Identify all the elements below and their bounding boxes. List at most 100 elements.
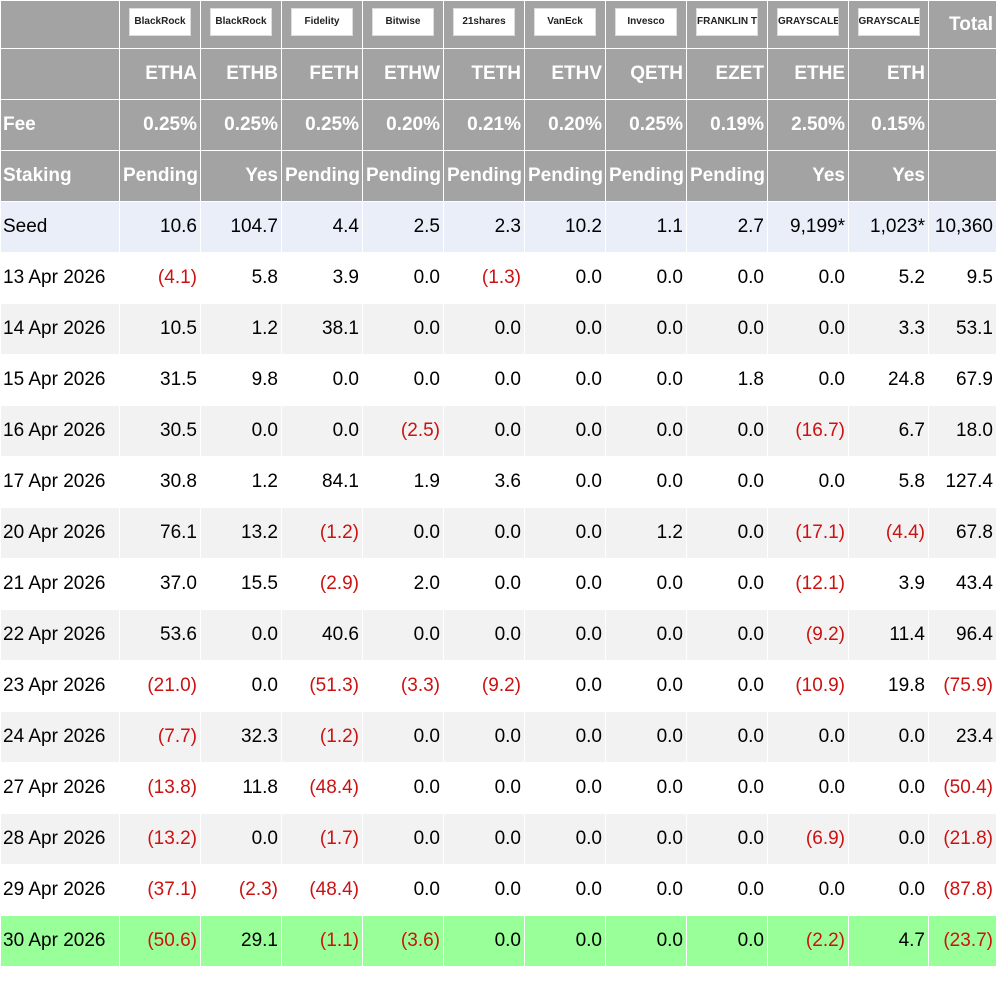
flow-value: 0.0 [605, 252, 687, 304]
flow-value: 0.0 [686, 456, 768, 508]
flow-value: (13.2) [119, 813, 201, 865]
flow-value: (1.7) [281, 813, 363, 865]
flow-value: 4.4 [281, 201, 363, 253]
flow-value: (21.0) [119, 660, 201, 712]
flow-value: 10.6 [119, 201, 201, 253]
flow-value: 0.0 [443, 915, 525, 967]
ticker: ETHB [200, 48, 282, 100]
flow-value: 0.0 [362, 609, 444, 661]
flow-value: 29.1 [200, 915, 282, 967]
flow-value: 10,360 [928, 201, 996, 253]
logo-cell: VanEck [524, 0, 606, 49]
flow-value: 3.3 [848, 303, 929, 355]
staking-value: Pending [686, 150, 768, 202]
total-header: Total [928, 0, 996, 49]
issuer-logo: VanEck [534, 7, 596, 36]
flow-value: 104.7 [200, 201, 282, 253]
logo-cell: BlackRock [200, 0, 282, 49]
row-label: 28 Apr 2026 [0, 813, 120, 865]
flow-value: 0.0 [200, 405, 282, 457]
issuer-logo: FRANKLIN TEMPLETON [696, 7, 758, 36]
staking-value: Pending [119, 150, 201, 202]
flow-value: 0.0 [605, 456, 687, 508]
issuer-logo: Invesco [615, 7, 677, 36]
flow-value: 96.4 [928, 609, 996, 661]
flow-value: 0.0 [686, 405, 768, 457]
flow-value: 0.0 [686, 864, 768, 916]
row-label: 27 Apr 2026 [0, 762, 120, 814]
flow-value: (48.4) [281, 762, 363, 814]
flow-value: 6.7 [848, 405, 929, 457]
flow-value: (6.9) [767, 813, 849, 865]
flow-value: 0.0 [443, 813, 525, 865]
empty-cell [928, 99, 996, 151]
flow-value: (3.3) [362, 660, 444, 712]
flow-value: 2.3 [443, 201, 525, 253]
logo-cell: 21shares [443, 0, 525, 49]
fee-value: 0.15% [848, 99, 929, 151]
flow-value: 0.0 [605, 660, 687, 712]
flow-value: 0.0 [848, 711, 929, 763]
row-label: 29 Apr 2026 [0, 864, 120, 916]
row-label: Staking [0, 150, 120, 202]
flow-value: 0.0 [848, 762, 929, 814]
flow-value: 0.0 [605, 303, 687, 355]
logo-cell: Fidelity [281, 0, 363, 49]
flow-value: 0.0 [524, 456, 606, 508]
row-label: 23 Apr 2026 [0, 660, 120, 712]
fee-value: 0.21% [443, 99, 525, 151]
ticker: ETHW [362, 48, 444, 100]
flow-value: 0.0 [362, 303, 444, 355]
flow-value: 3.9 [848, 558, 929, 610]
flow-value: 0.0 [767, 864, 849, 916]
flow-value: (75.9) [928, 660, 996, 712]
row-label: 20 Apr 2026 [0, 507, 120, 559]
flow-value: 53.6 [119, 609, 201, 661]
flow-value: 0.0 [362, 864, 444, 916]
data-row: 15 Apr 2026 31.5 9.8 0.0 0.0 0.0 0.0 0.0 1.8 0.0 2… [0, 354, 996, 406]
flow-value: 0.0 [443, 864, 525, 916]
row-label: 17 Apr 2026 [0, 456, 120, 508]
flow-value: 0.0 [686, 813, 768, 865]
flow-value: 1,023* [848, 201, 929, 253]
data-row: 17 Apr 2026 30.8 1.2 84.1 1.9 3.6 0.0 0.0 0.0 0.0… [0, 456, 996, 508]
flow-value: 0.0 [524, 354, 606, 406]
issuer-logo: Fidelity [291, 7, 353, 36]
flow-value: 0.0 [605, 864, 687, 916]
flow-value: 1.2 [605, 507, 687, 559]
row-label: Fee [0, 99, 120, 151]
flow-value: 0.0 [524, 303, 606, 355]
flow-value: 4.7 [848, 915, 929, 967]
flow-value: 0.0 [362, 354, 444, 406]
flow-value: 0.0 [443, 405, 525, 457]
ticker-row: ETHA ETHB FETH ETHW TETH ETHV QETH EZET ETHE ETH [0, 48, 996, 100]
row-label: 30 Apr 2026 [0, 915, 120, 967]
flow-value: 0.0 [605, 813, 687, 865]
flow-value: 0.0 [605, 609, 687, 661]
data-row: 13 Apr 2026 (4.1) 5.8 3.9 0.0 (1.3) 0.0 0.0 0.0 0… [0, 252, 996, 304]
flow-value: 30.5 [119, 405, 201, 457]
flow-value: 3.6 [443, 456, 525, 508]
flow-value: 0.0 [767, 252, 849, 304]
logo-cell: GRAYSCALE [767, 0, 849, 49]
ticker: ETHA [119, 48, 201, 100]
data-row: 21 Apr 2026 37.0 15.5 (2.9) 2.0 0.0 0.0 0.0 0.0(… [0, 558, 996, 610]
logo-cell: Invesco [605, 0, 687, 49]
flow-value: 0.0 [524, 252, 606, 304]
fee-value: 0.19% [686, 99, 768, 151]
flow-value: 0.0 [767, 762, 849, 814]
flow-value: 0.0 [200, 660, 282, 712]
logo-cell: BlackRock [119, 0, 201, 49]
row-label: 21 Apr 2026 [0, 558, 120, 610]
flow-value: 11.4 [848, 609, 929, 661]
staking-value: Pending [605, 150, 687, 202]
data-row: 28 Apr 2026 (13.2) 0.0 (1.7) 0.0 0.0 0.0 0.0 0.0… [0, 813, 996, 865]
issuer-logo: GRAYSCALE [857, 7, 920, 36]
empty-cell [928, 48, 996, 100]
logo-cell: FRANKLIN TEMPLETON [686, 0, 768, 49]
flow-value: 67.9 [928, 354, 996, 406]
flow-value: (51.3) [281, 660, 363, 712]
ticker: QETH [605, 48, 687, 100]
flow-value: 0.0 [524, 915, 606, 967]
